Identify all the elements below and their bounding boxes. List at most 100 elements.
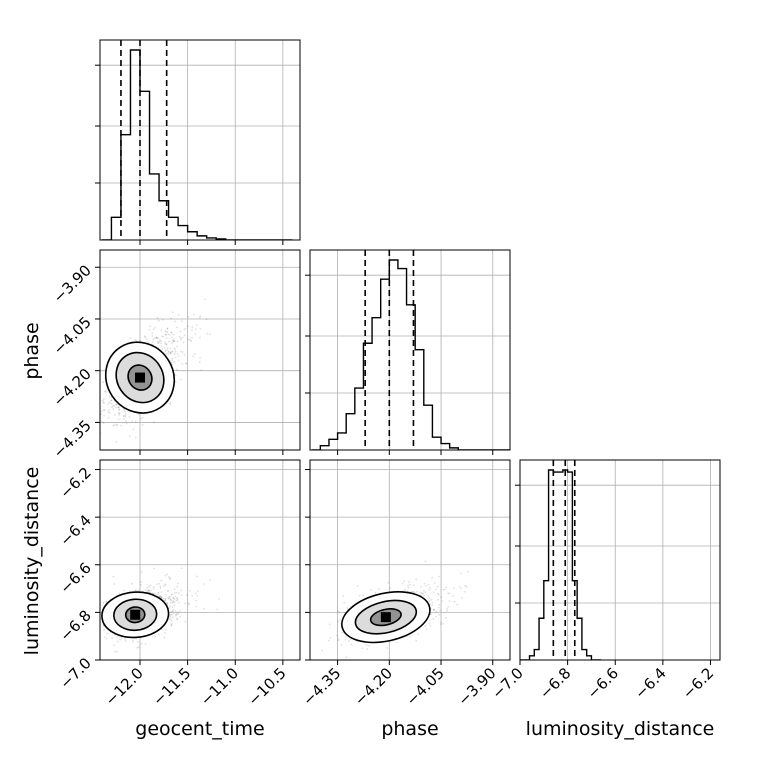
sample-point	[176, 345, 179, 348]
sample-point	[164, 593, 167, 596]
sample-point	[432, 609, 435, 612]
sample-point	[108, 411, 111, 414]
sample-point	[176, 585, 179, 588]
sample-point	[407, 586, 410, 589]
sample-point	[204, 298, 207, 301]
sample-point	[139, 583, 142, 586]
sample-point	[154, 635, 156, 637]
sample-point	[337, 639, 340, 642]
sample-point	[118, 412, 120, 415]
sample-point	[160, 345, 163, 348]
sample-point	[176, 340, 179, 343]
sample-point	[191, 326, 194, 328]
sample-point	[139, 339, 141, 342]
sample-point	[129, 337, 132, 340]
sample-point	[440, 621, 443, 623]
sample-point	[216, 608, 219, 611]
sample-point	[434, 615, 437, 618]
sample-point	[192, 355, 195, 358]
sample-point	[113, 644, 116, 647]
sample-point	[96, 424, 98, 426]
sample-point	[431, 601, 434, 604]
sample-point	[154, 326, 157, 329]
sample-point	[169, 605, 172, 608]
sample-point	[115, 423, 118, 426]
sample-point	[170, 617, 172, 620]
sample-point	[171, 339, 174, 342]
sample-point	[441, 600, 444, 603]
sample-point	[166, 347, 169, 350]
sample-point	[168, 353, 171, 356]
sample-point	[169, 360, 172, 362]
sample-point	[124, 416, 127, 419]
x-axis-title-luminosity-distance: luminosity_distance	[526, 718, 715, 740]
sample-point	[343, 601, 346, 604]
sample-point	[100, 413, 103, 416]
sample-point	[194, 592, 197, 595]
sample-point	[356, 585, 359, 587]
sample-point	[111, 637, 114, 640]
sample-point	[179, 609, 181, 612]
sample-point	[350, 643, 353, 646]
sample-point	[151, 335, 154, 337]
sample-point	[171, 350, 174, 353]
sample-point	[408, 581, 410, 583]
sample-point	[176, 617, 179, 620]
sample-point	[146, 586, 148, 589]
panel-background	[100, 40, 300, 240]
sample-point	[114, 650, 116, 653]
sample-point	[151, 592, 154, 595]
sample-point	[167, 350, 170, 353]
sample-point	[460, 587, 462, 590]
sample-point	[91, 635, 93, 637]
sample-point	[172, 600, 175, 602]
sample-point	[169, 613, 172, 616]
sample-point	[187, 602, 190, 605]
sample-point	[171, 593, 174, 596]
sample-point	[164, 333, 167, 336]
panel-frame	[519, 459, 721, 661]
sample-point	[172, 610, 174, 613]
sample-point	[435, 610, 438, 612]
sample-point	[435, 588, 437, 591]
sample-point	[170, 624, 173, 627]
sample-point	[170, 331, 173, 334]
sample-point	[176, 352, 179, 355]
sample-point	[180, 594, 183, 597]
sample-point	[172, 338, 175, 341]
x-tick-label: −11.5	[149, 664, 194, 709]
sample-point	[194, 333, 197, 335]
sample-point	[206, 332, 209, 335]
sample-point	[164, 599, 166, 602]
sample-point	[218, 598, 221, 600]
sample-point	[438, 603, 441, 606]
sample-point	[88, 631, 90, 633]
sample-point	[157, 342, 160, 345]
sample-point	[433, 608, 436, 611]
sample-point	[164, 598, 167, 600]
sample-point	[164, 583, 166, 586]
sample-point	[153, 337, 156, 339]
sample-point	[446, 609, 449, 612]
sample-point	[386, 647, 389, 649]
sample-point	[153, 586, 155, 588]
sample-point	[180, 338, 182, 341]
sample-point	[433, 582, 436, 584]
sample-point	[152, 340, 154, 343]
sample-point	[444, 616, 447, 619]
sample-point	[128, 415, 131, 418]
sample-point	[175, 368, 178, 371]
sample-point	[459, 572, 462, 575]
y-tick-label: −6.6	[56, 559, 94, 597]
sample-point	[202, 607, 205, 610]
sample-point	[321, 649, 323, 652]
sample-point	[100, 410, 103, 413]
sample-point	[187, 338, 190, 341]
sample-point	[117, 640, 119, 643]
sample-point	[103, 409, 106, 412]
sample-point	[160, 597, 163, 600]
sample-point	[122, 415, 125, 418]
sample-point	[164, 350, 167, 353]
sample-point	[209, 579, 211, 581]
scatter-geocent_time-luminosity_distance	[88, 567, 221, 653]
